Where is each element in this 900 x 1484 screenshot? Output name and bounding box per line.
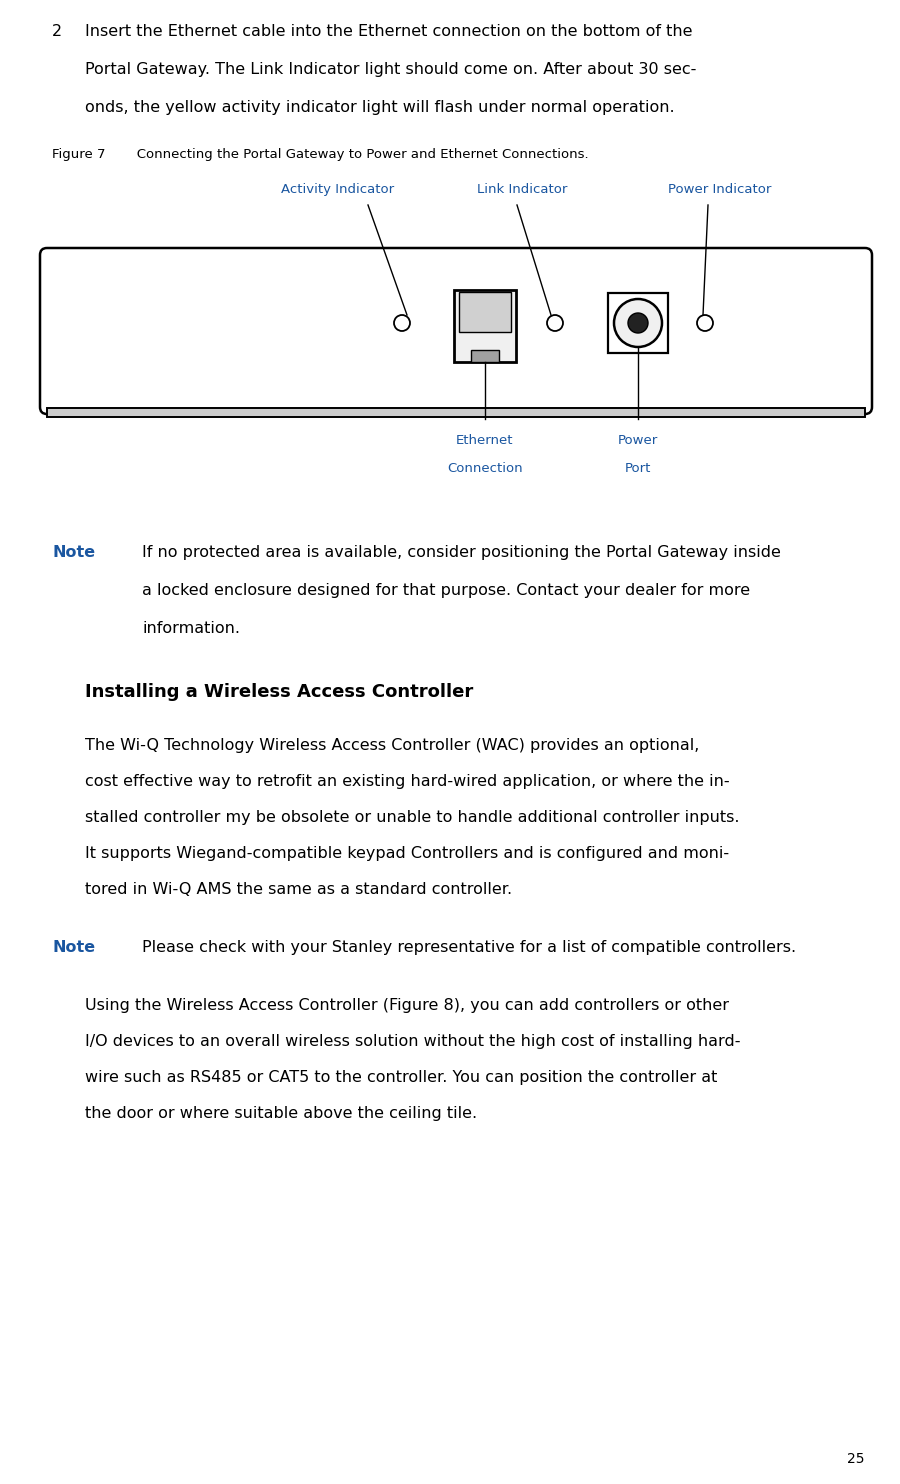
- Text: The Wi-Q Technology Wireless Access Controller (WAC) provides an optional,: The Wi-Q Technology Wireless Access Cont…: [85, 738, 699, 752]
- Text: Power: Power: [618, 433, 658, 447]
- Text: Portal Gateway. The Link Indicator light should come on. After about 30 sec-: Portal Gateway. The Link Indicator light…: [85, 62, 697, 77]
- Circle shape: [628, 313, 648, 332]
- Text: Connection: Connection: [447, 462, 523, 475]
- Text: If no protected area is available, consider positioning the Portal Gateway insid: If no protected area is available, consi…: [142, 545, 781, 559]
- Text: It supports Wiegand-compatible keypad Controllers and is configured and moni-: It supports Wiegand-compatible keypad Co…: [85, 846, 729, 861]
- Text: Note: Note: [52, 545, 95, 559]
- Text: wire such as RS485 or CAT5 to the controller. You can position the controller at: wire such as RS485 or CAT5 to the contro…: [85, 1070, 717, 1085]
- Bar: [608, 292, 668, 353]
- Circle shape: [697, 315, 713, 331]
- Text: Figure 7: Figure 7: [52, 148, 105, 160]
- Text: Using the Wireless Access Controller (Figure 8), you can add controllers or othe: Using the Wireless Access Controller (Fi…: [85, 999, 729, 1014]
- Circle shape: [547, 315, 563, 331]
- Text: Please check with your Stanley representative for a list of compatible controlle: Please check with your Stanley represent…: [142, 939, 796, 956]
- Text: Installing a Wireless Access Controller: Installing a Wireless Access Controller: [85, 683, 473, 700]
- Circle shape: [614, 298, 662, 347]
- Text: cost effective way to retrofit an existing hard-wired application, or where the : cost effective way to retrofit an existi…: [85, 775, 730, 789]
- Text: the door or where suitable above the ceiling tile.: the door or where suitable above the cei…: [85, 1106, 477, 1120]
- Text: Connecting the Portal Gateway to Power and Ethernet Connections.: Connecting the Portal Gateway to Power a…: [124, 148, 589, 160]
- Text: information.: information.: [142, 620, 240, 637]
- Text: a locked enclosure designed for that purpose. Contact your dealer for more: a locked enclosure designed for that pur…: [142, 583, 750, 598]
- Bar: [47, 408, 865, 417]
- Text: Activity Indicator: Activity Indicator: [282, 183, 394, 196]
- Text: Ethernet: Ethernet: [456, 433, 514, 447]
- Text: 2: 2: [52, 24, 62, 39]
- Text: 25: 25: [848, 1451, 865, 1466]
- Text: Power Indicator: Power Indicator: [669, 183, 771, 196]
- Bar: [471, 350, 499, 362]
- Text: Port: Port: [625, 462, 652, 475]
- Text: Insert the Ethernet cable into the Ethernet connection on the bottom of the: Insert the Ethernet cable into the Ether…: [85, 24, 692, 39]
- Text: Note: Note: [52, 939, 95, 956]
- Bar: [459, 292, 511, 331]
- Text: tored in Wi-Q AMS the same as a standard controller.: tored in Wi-Q AMS the same as a standard…: [85, 881, 512, 896]
- Circle shape: [394, 315, 410, 331]
- Text: onds, the yellow activity indicator light will flash under normal operation.: onds, the yellow activity indicator ligh…: [85, 99, 675, 114]
- FancyBboxPatch shape: [40, 248, 872, 414]
- Text: Link Indicator: Link Indicator: [477, 183, 567, 196]
- Text: I/O devices to an overall wireless solution without the high cost of installing : I/O devices to an overall wireless solut…: [85, 1034, 741, 1049]
- Bar: [454, 289, 516, 362]
- Text: stalled controller my be obsolete or unable to handle additional controller inpu: stalled controller my be obsolete or una…: [85, 810, 740, 825]
